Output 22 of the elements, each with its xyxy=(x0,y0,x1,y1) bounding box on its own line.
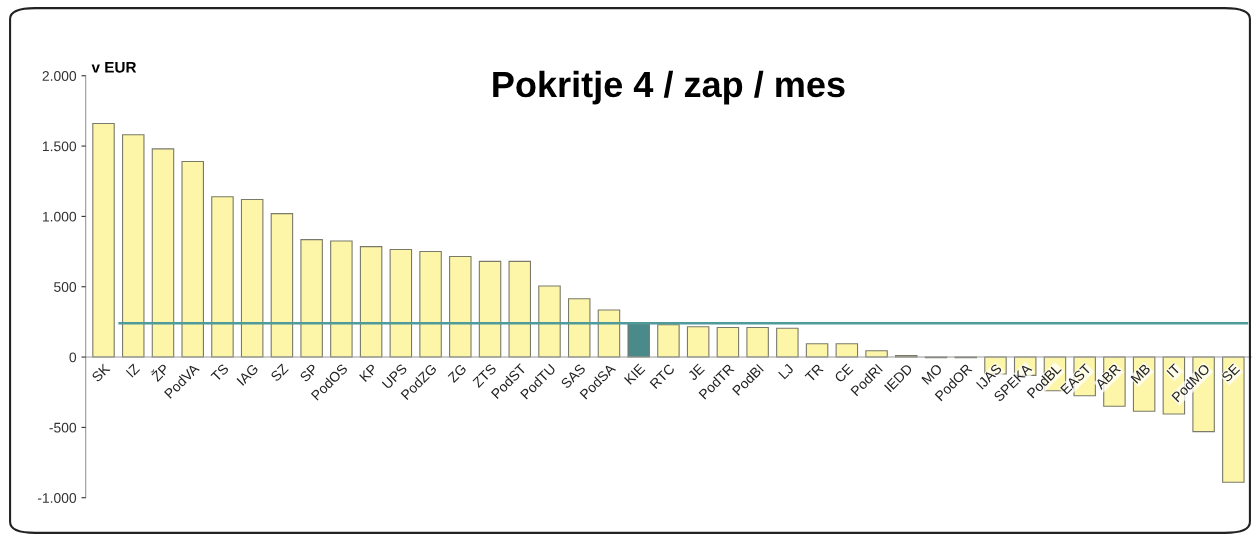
x-tick-label: IAG xyxy=(236,363,259,386)
x-tick-label: LJ xyxy=(778,363,794,380)
y-tick-label: 500 xyxy=(54,282,77,292)
x-tick-label: ŽP xyxy=(149,361,170,382)
x-tick-label: TR xyxy=(804,363,824,383)
x-tick-label: SE xyxy=(1220,363,1241,383)
y-tick-label: 2.000 xyxy=(42,71,77,81)
x-tick-label: SK xyxy=(91,362,111,383)
x-tick-label: ZG xyxy=(447,363,467,384)
x-tick-label: IZ xyxy=(125,363,141,378)
y-tick-label: 0 xyxy=(69,352,77,363)
y-axis-title: v EUR xyxy=(91,62,137,73)
y-tick-label: -500 xyxy=(49,422,77,433)
y-tick-label: 1.000 xyxy=(42,211,77,222)
chart-title: Pokritje 4 / zap / mes xyxy=(493,70,845,105)
x-tick-label: SZ xyxy=(270,363,289,382)
y-tick-label: 1.500 xyxy=(42,141,77,152)
x-tick-label: TS xyxy=(210,363,230,383)
x-tick-label: KP xyxy=(359,363,378,383)
x-tick-label: KIE xyxy=(624,363,646,385)
y-tick-label: -1.000 xyxy=(37,493,77,503)
x-tick-label: MB xyxy=(1130,363,1151,384)
